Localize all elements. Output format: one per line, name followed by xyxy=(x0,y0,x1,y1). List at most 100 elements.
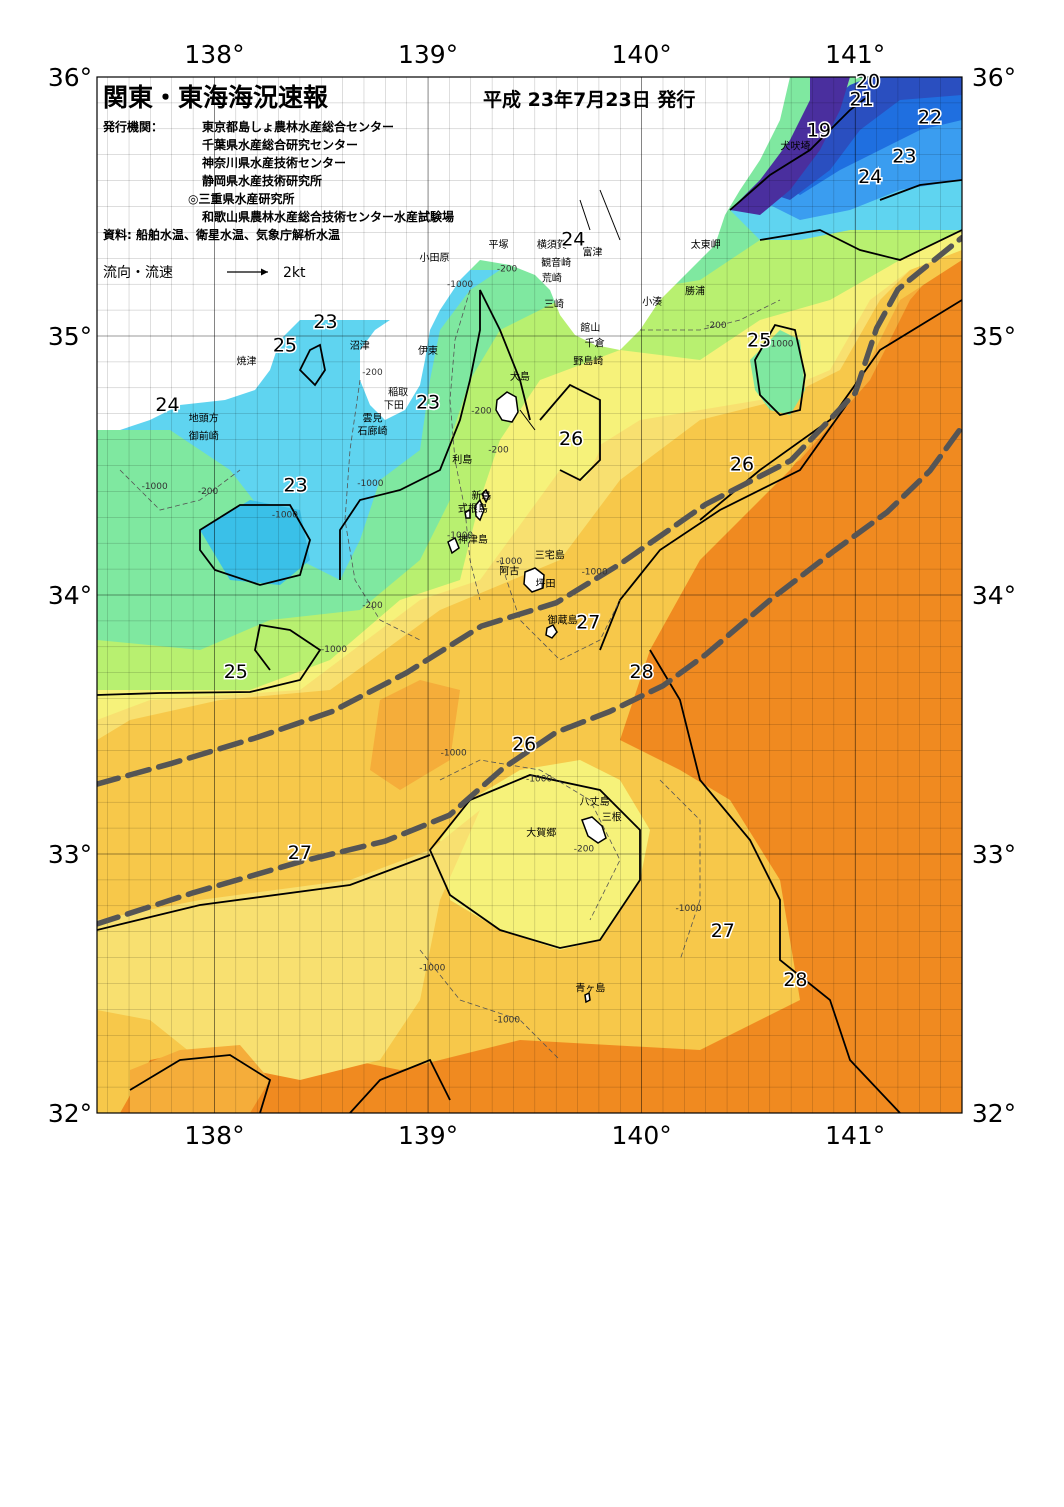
place-label: 大賀郷 xyxy=(526,826,556,839)
depth-1000-hachijo xyxy=(439,759,621,921)
place-label: 新島 xyxy=(471,489,491,502)
org-2: 千葉県水産総合研究センター xyxy=(202,137,358,152)
isotherm-26-hachijo xyxy=(428,774,641,949)
isotherm-label: 19 xyxy=(807,120,831,142)
island-oshima xyxy=(495,391,519,423)
depth-200-boso xyxy=(640,299,781,331)
depth-label: -1000 xyxy=(321,645,347,655)
depth-1000-miyake xyxy=(499,559,621,661)
isotherm-20-21 xyxy=(729,94,871,211)
depth-label: -200 xyxy=(706,321,727,331)
zone-22-eddy xyxy=(200,500,310,585)
isotherm-label: 27 xyxy=(288,842,312,864)
lon-label-bottom: 141° xyxy=(825,1121,885,1150)
axis-labels: 138° 138° 139° 139° 140° 140° 141° 141° 36° 36° 35… xyxy=(48,40,1016,1150)
place-label: 神津島 xyxy=(458,533,488,546)
lat-label-left: 32° xyxy=(48,1099,92,1128)
kuroshio-path-north-edge xyxy=(97,234,962,787)
place-label: 地頭方 xyxy=(189,411,219,424)
depth-label: -1000 xyxy=(676,904,702,914)
org-label: 発行機関： xyxy=(102,119,163,134)
isotherm-label: 20 xyxy=(856,70,880,92)
depth-label: -200 xyxy=(362,368,383,378)
place-label: 稲取 xyxy=(388,387,408,399)
data-source: 資料: 船舶水温、衛星水温、気象庁解析水温 xyxy=(103,227,340,242)
legend-arrow-head xyxy=(261,268,268,276)
map-title: 関東・東海海況速報 xyxy=(103,83,329,112)
isotherm-label: 26 xyxy=(559,428,583,450)
kuroshio-path-mid-axis xyxy=(97,423,962,927)
lon-label-bottom: 140° xyxy=(612,1121,672,1150)
lat-label-right: 36° xyxy=(972,63,1016,92)
place-label: 伊東 xyxy=(418,344,438,357)
place-label: 利島 xyxy=(452,453,472,466)
lat-label-right: 32° xyxy=(972,1099,1016,1128)
place-label: 青ヶ島 xyxy=(575,981,605,994)
zone-24-boso xyxy=(750,330,805,415)
current-arrow xyxy=(599,189,621,241)
place-label: 八丈島 xyxy=(580,795,610,808)
place-label: 千倉 xyxy=(585,336,605,349)
isotherm-label: 26 xyxy=(730,454,754,476)
lat-label-right: 33° xyxy=(972,840,1016,869)
honshu-coast xyxy=(97,77,790,430)
place-label: 勝浦 xyxy=(685,285,705,298)
legend-label: 流向・流速 xyxy=(103,265,173,281)
zone-26-hachijo xyxy=(440,760,650,950)
lat-label-left: 35° xyxy=(48,322,92,351)
org-5: ◎三重県水産研究所 xyxy=(188,191,294,206)
isotherm-label: 24 xyxy=(155,394,179,416)
current-arrow xyxy=(519,409,536,431)
isotherm-25-suruga xyxy=(298,343,326,387)
org-3: 神奈川県水産技術センター xyxy=(202,155,346,170)
place-label: 御前崎 xyxy=(189,430,219,443)
isotherm-23-east xyxy=(879,179,962,201)
isotherm-23-eddy xyxy=(199,504,311,586)
current-arrows xyxy=(519,189,621,431)
isotherm-label: 28 xyxy=(630,661,654,683)
depth-200-izu xyxy=(449,289,481,601)
isotherm-label: 21 xyxy=(850,88,874,110)
isotherm-26-east xyxy=(599,399,851,651)
place-label: 平塚 xyxy=(489,239,509,251)
isotherm-label: 23 xyxy=(892,145,916,167)
legend-speed: 2kt xyxy=(283,265,306,281)
place-label: 下田 xyxy=(384,401,404,412)
place-label: 観音崎 xyxy=(541,256,571,269)
zone-26-oshima xyxy=(548,380,600,480)
miura-boso-bay xyxy=(560,175,625,310)
island-toshima xyxy=(481,488,490,504)
lat-label-left: 33° xyxy=(48,840,92,869)
zone-20 xyxy=(760,77,962,200)
place-label: 三根 xyxy=(602,810,622,823)
isotherm-lines xyxy=(97,94,962,1113)
islands xyxy=(447,391,607,1004)
isotherm-label: 23 xyxy=(313,311,337,333)
place-label: 三宅島 xyxy=(535,549,565,562)
land xyxy=(97,77,790,430)
place-label: 野島崎 xyxy=(573,354,603,367)
zone-19 xyxy=(730,77,850,215)
place-label: 館山 xyxy=(580,321,600,334)
isotherm-label: 28 xyxy=(783,969,807,991)
map-frame xyxy=(96,76,963,1114)
issue-date: 平成 23年7月23日 発行 xyxy=(483,88,695,111)
depth-label: -200 xyxy=(488,446,509,456)
place-label: 式根島 xyxy=(458,502,488,515)
isotherm-label: 23 xyxy=(416,392,440,414)
place-label: 阿古 xyxy=(499,564,519,577)
isotherm-label: 24 xyxy=(561,228,585,250)
depth-1000-south xyxy=(419,949,561,1061)
place-label: 三崎 xyxy=(544,298,564,311)
place-label: 沼津 xyxy=(350,339,370,352)
isotherm-25-boso xyxy=(754,323,806,416)
island-shikinejima xyxy=(464,508,471,519)
island-niijima xyxy=(474,498,485,522)
header: 関東・東海海況速報 平成 23年7月23日 発行 発行機関： 東京都島しょ農林水… xyxy=(102,83,695,281)
depth-label: -1000 xyxy=(447,280,473,290)
depth-label: -1000 xyxy=(767,339,793,349)
isotherm-label: 27 xyxy=(711,920,735,942)
isotherm-27-s xyxy=(349,1058,451,1113)
